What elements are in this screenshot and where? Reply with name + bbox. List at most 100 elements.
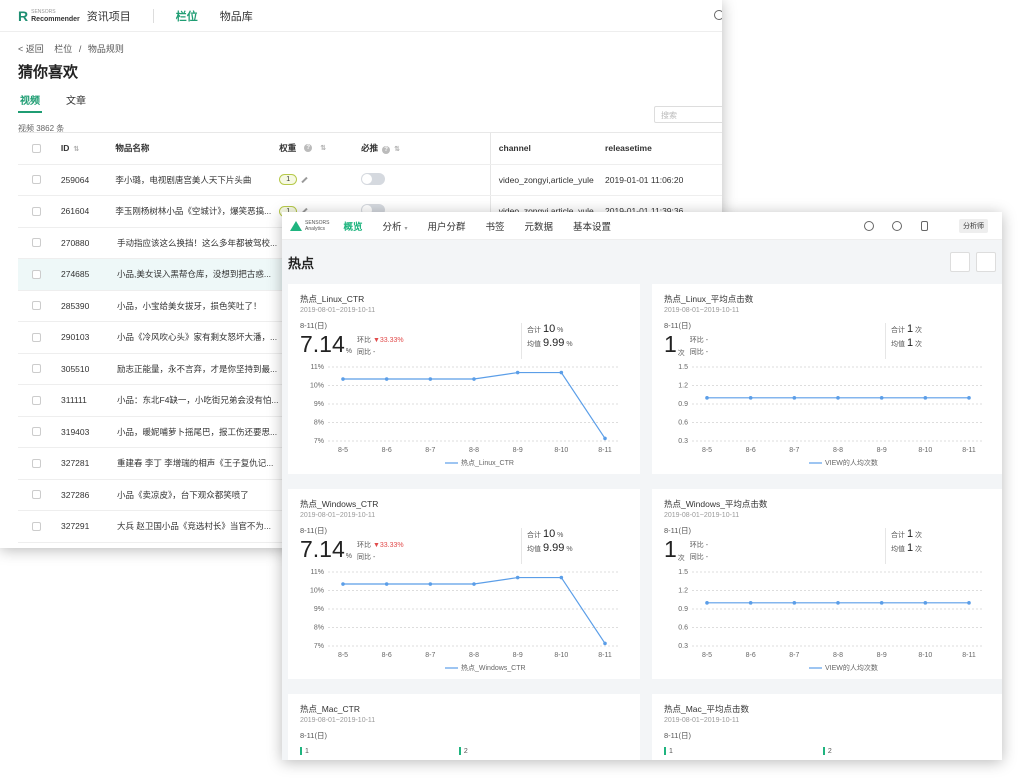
sum-value: 10 [542, 323, 556, 335]
x-tick-label: 8-8 [469, 447, 479, 454]
top-nav: R SENSORS Recommender 资讯项目 栏位 物品库 [0, 0, 722, 32]
data-point [748, 396, 753, 400]
row-checkbox[interactable] [32, 332, 41, 342]
row-id: 311111 [61, 395, 87, 406]
nav-user-segments[interactable]: 用户分群 [427, 221, 466, 233]
nav-settings[interactable]: 基本设置 [573, 221, 612, 233]
kpi-zero: 0 [664, 757, 992, 760]
x-tick-label: 8-10 [554, 652, 568, 659]
card-day: 8-11(日) [300, 526, 327, 535]
row-checkbox[interactable] [32, 206, 41, 216]
row-checkbox[interactable] [32, 238, 41, 248]
sort-icon[interactable]: ⇅ [73, 146, 80, 154]
row-checkbox[interactable] [32, 521, 41, 531]
search-icon[interactable] [714, 10, 722, 20]
col-weight[interactable]: 权重? ⇅ [279, 142, 361, 154]
breadcrumb-parent[interactable]: 栏位 [54, 44, 73, 54]
row-checkbox[interactable] [32, 364, 41, 374]
mobile-icon[interactable] [921, 221, 928, 231]
data-point [559, 575, 564, 580]
kpi-row: 7.14 % 环比 ▼33.33% 同比 - 合计 10 % 均值 9.99 % [300, 323, 628, 361]
back-link[interactable]: < 返回 [18, 44, 44, 54]
summary-box: 合计 1 次 均值 1 次 [885, 323, 922, 359]
nav-analysis[interactable]: 分析 ▾ [382, 219, 407, 233]
nav-metadata[interactable]: 元数据 [524, 221, 554, 233]
row-name[interactable]: 小品，暖妮哺萝卜摇尾巴，报工伤还要思... [117, 426, 278, 437]
row-checkbox[interactable] [32, 269, 41, 279]
table-row[interactable]: 259064 李小璐，电视剧唐宫美人天下片头曲 1 video_zongyi,ar… [18, 164, 722, 196]
y-tick-label: 8% [314, 625, 324, 632]
dashboard-card[interactable]: 热点_Linux_CTR 2019-08-01~2019-10-11 8-11(… [288, 284, 640, 474]
help-icon[interactable]: ? [304, 144, 313, 153]
avg-label: 均值 [891, 546, 905, 553]
row-name[interactable]: 小品《卖凉皮》，台下观众都笑喷了 [117, 489, 249, 500]
metric-1-label: 1 [669, 747, 673, 755]
yoy-label: 同比 [357, 554, 371, 561]
x-tick-label: 8-11 [598, 447, 612, 454]
dashboard-card[interactable]: 热点_Linux_平均点击数 2019-08-01~2019-10-11 8-1… [652, 284, 1002, 474]
data-point [515, 575, 520, 580]
dashboard-card[interactable]: 热点_Windows_CTR 2019-08-01~2019-10-11 8-1… [288, 489, 640, 679]
tab-video[interactable]: 视频 [18, 92, 42, 113]
avg-unit: 次 [915, 546, 923, 553]
sort-icon[interactable]: ⇅ [320, 145, 327, 153]
tab-article[interactable]: 文章 [66, 96, 86, 107]
line-chart: 1.5 1.2 0.9 0.6 0.3 8-5 8-6 8-7 8-8 8-9 8-10 8-11 VI… [678, 364, 984, 467]
row-checkbox[interactable] [32, 458, 41, 468]
yoy-label: 同比 [689, 554, 704, 561]
dashboard-card[interactable]: 热点_Mac_CTR 2019-08-01~2019-10-11 8-11(日)… [288, 694, 640, 760]
push-toggle[interactable] [361, 172, 386, 185]
analytics-logo[interactable]: SENSORS Analytics [290, 220, 329, 232]
row-checkbox[interactable] [32, 175, 41, 185]
row-name[interactable]: 励志正能量，永不言弃，才是你坚持到最... [117, 363, 278, 374]
nav-columns[interactable]: 栏位 [175, 10, 198, 23]
recommender-logo[interactable]: R SENSORS Recommender [18, 8, 80, 24]
select-all-checkbox[interactable] [32, 143, 41, 153]
col-push[interactable]: 必推? ⇅ [361, 142, 490, 155]
project-selector[interactable]: 资讯项目 [86, 10, 131, 23]
edit-icon[interactable] [301, 176, 308, 183]
help-icon[interactable]: ? [382, 146, 391, 155]
ring-value: - [705, 542, 709, 549]
y-tick-label: 0.3 [678, 643, 688, 650]
row-name[interactable]: 李小璐，电视剧唐宫美人天下片头曲 [115, 174, 252, 185]
row-name[interactable]: 重建春 李丁 李增瑞的相声《王子复仇记... [117, 458, 274, 469]
y-tick-label: 0.3 [678, 438, 688, 445]
row-checkbox[interactable] [32, 490, 41, 500]
row-checkbox[interactable] [32, 301, 41, 311]
card-day: 8-11(日) [664, 526, 691, 535]
y-tick-label: 1.2 [678, 383, 688, 390]
kpi-unit: % [345, 348, 352, 355]
row-name[interactable]: 小品：东北F4缺一，小吃街兄弟会没有怕... [117, 395, 279, 406]
row-name[interactable]: 手动指应该这么换挡！这么多年都被驾校... [117, 237, 278, 248]
search-icon[interactable] [864, 221, 874, 231]
refresh-icon[interactable] [976, 252, 996, 272]
nav-item-library[interactable]: 物品库 [219, 10, 253, 23]
search-input[interactable]: 搜索 [654, 106, 722, 123]
avg-value: 1 [906, 337, 914, 349]
x-tick-label: 8-11 [962, 652, 976, 659]
card-date-range: 2019-08-01~2019-10-11 [664, 307, 740, 314]
row-checkbox[interactable] [32, 427, 41, 437]
row-id: 285390 [61, 300, 90, 311]
kpi-compare: 环比 - 同比 - [690, 335, 708, 359]
row-name[interactable]: 小品,美女误入黑帮仓库，没想到把古惑... [117, 269, 271, 280]
nav-overview[interactable]: 概览 [343, 221, 363, 233]
help-icon[interactable] [892, 221, 902, 231]
row-name[interactable]: 小品，小宝给美女拔牙，损色笑吐了！ [117, 300, 262, 311]
dashboard-card[interactable]: 热点_Mac_平均点击数 2019-08-01~2019-10-11 8-11(… [652, 694, 1002, 760]
calendar-icon[interactable] [950, 252, 970, 272]
row-name[interactable]: 大兵 赵卫国小品《竞选村长》当官不为... [117, 521, 271, 532]
x-tick-label: 8-5 [338, 447, 348, 454]
col-id[interactable]: ID ⇅ [61, 143, 116, 153]
yoy-value: - [372, 554, 376, 561]
sort-icon[interactable]: ⇅ [394, 146, 400, 154]
row-checkbox[interactable] [32, 395, 41, 405]
nav-bookmarks[interactable]: 书签 [485, 221, 505, 233]
dashboard-card[interactable]: 热点_Windows_平均点击数 2019-08-01~2019-10-11 8… [652, 489, 1002, 679]
user-menu[interactable]: 分析师 [959, 219, 988, 233]
row-name[interactable]: 小品《冷风吹心头》家有剩女怒坏大潘，... [117, 332, 278, 343]
metric-2-label: 2 [463, 747, 468, 755]
x-tick-label: 8-9 [877, 447, 887, 454]
row-name[interactable]: 李玉刚杨树林小品《空城计》，爆笑恶搞... [115, 206, 272, 217]
